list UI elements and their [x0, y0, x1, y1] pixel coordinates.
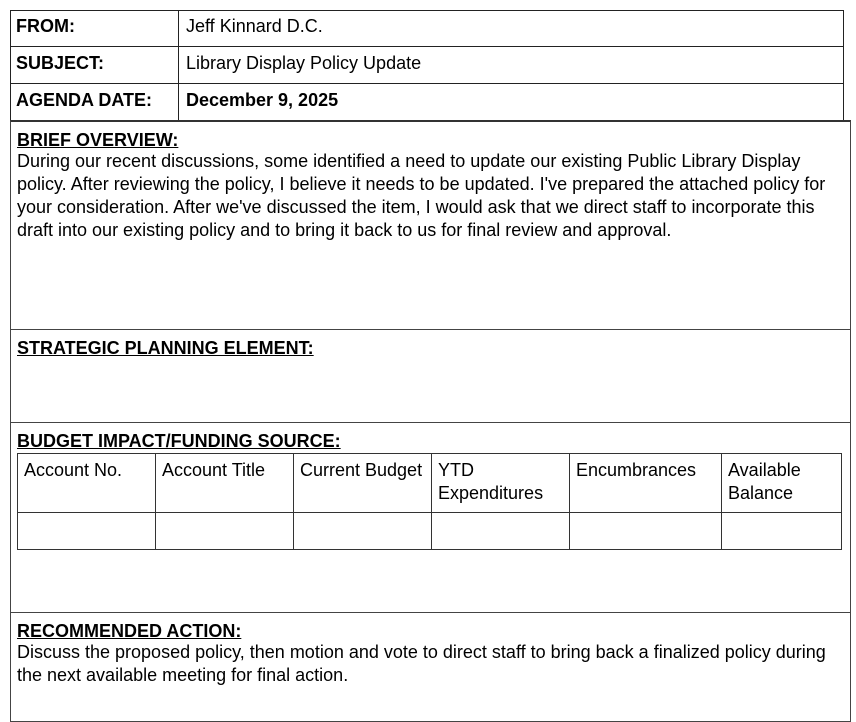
col-ytd-expenditures: YTD Expenditures — [431, 453, 570, 513]
brief-overview-title: BRIEF OVERVIEW: — [17, 130, 179, 150]
budget-header-row: Account No. Account Title Current Budget… — [17, 453, 842, 513]
col-available-balance: Available Balance — [721, 453, 842, 513]
col-current-budget: Current Budget — [293, 453, 432, 513]
col-account-title: Account Title — [155, 453, 294, 513]
from-label: FROM: — [16, 16, 75, 36]
cell — [293, 512, 432, 550]
brief-overview-section: BRIEF OVERVIEW: During our recent discus… — [10, 120, 851, 330]
strategic-section: STRATEGIC PLANNING ELEMENT: — [10, 329, 851, 423]
col-account-no: Account No. — [17, 453, 156, 513]
cell — [155, 512, 294, 550]
subject-value: Library Display Policy Update — [186, 53, 422, 73]
agenda-date-value: December 9, 2025 — [186, 90, 339, 110]
budget-title: BUDGET IMPACT/FUNDING SOURCE: — [17, 431, 341, 451]
budget-table: Account No. Account Title Current Budget… — [17, 453, 842, 550]
row-divider — [10, 46, 844, 47]
header-divider — [178, 10, 179, 121]
cell — [721, 512, 842, 550]
cell — [17, 512, 156, 550]
col-encumbrances: Encumbrances — [569, 453, 722, 513]
recommended-text: Discuss the proposed policy, then motion… — [17, 642, 826, 685]
agenda-date-label: AGENDA DATE: — [16, 90, 152, 110]
cell — [569, 512, 722, 550]
row-divider — [10, 83, 844, 84]
brief-overview-text: During our recent discussions, some iden… — [17, 151, 826, 240]
budget-data-row — [17, 512, 842, 550]
cell — [431, 512, 570, 550]
subject-label: SUBJECT: — [16, 53, 105, 73]
recommended-section: RECOMMENDED ACTION: Discuss the proposed… — [10, 612, 851, 722]
from-value: Jeff Kinnard D.C. — [186, 16, 323, 36]
strategic-title: STRATEGIC PLANNING ELEMENT: — [17, 338, 314, 358]
recommended-title: RECOMMENDED ACTION: — [17, 621, 242, 641]
